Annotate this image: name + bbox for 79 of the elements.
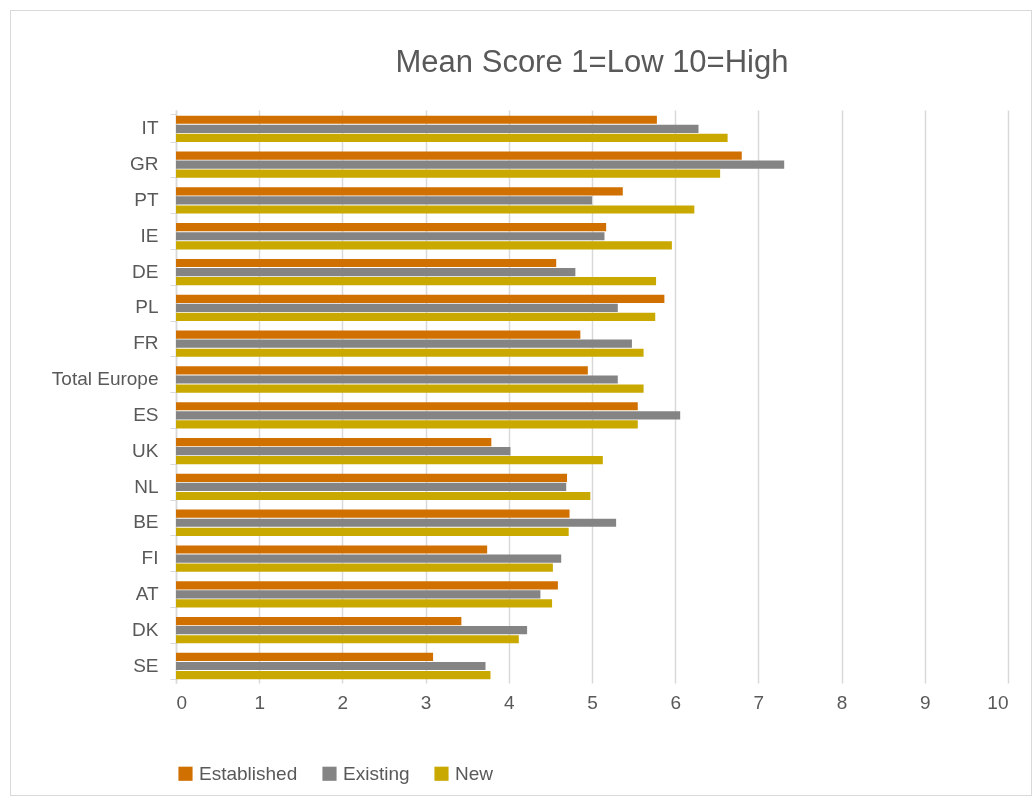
bar [176, 599, 553, 608]
bar [176, 294, 665, 303]
y-tick-label: AT [135, 582, 159, 604]
y-tick-label: PT [134, 189, 159, 211]
y-tick-label: PL [135, 296, 159, 318]
bar [176, 232, 605, 241]
bar [176, 115, 657, 124]
y-tick-label: IT [141, 117, 159, 139]
bar [176, 652, 434, 662]
bar [176, 241, 672, 250]
bar [176, 375, 618, 384]
bar [176, 617, 462, 626]
bar [176, 402, 638, 411]
bar [176, 151, 742, 160]
bar [176, 312, 656, 322]
y-tick-label: DK [132, 618, 159, 640]
bar [176, 366, 588, 375]
bar [176, 267, 576, 277]
x-tick-label: 1 [254, 691, 265, 713]
bar [176, 258, 557, 268]
bar [176, 473, 568, 482]
bar [176, 169, 721, 178]
bar [176, 661, 486, 671]
bar [176, 527, 569, 536]
bar [176, 124, 699, 133]
bar [176, 303, 618, 312]
x-tick-label: 4 [504, 691, 516, 713]
bar [176, 187, 623, 196]
bar [176, 384, 644, 393]
bar [176, 133, 728, 142]
legend-label: Existing [343, 762, 410, 784]
bar [176, 160, 785, 169]
x-tick-label: 2 [337, 691, 349, 713]
x-tick-label: 8 [836, 691, 848, 713]
bar [176, 554, 562, 563]
y-tick-label: DE [132, 260, 159, 282]
bar [176, 196, 592, 205]
bar [176, 491, 591, 501]
bar [176, 482, 567, 492]
y-tick-label: IE [140, 224, 159, 246]
legend-label: Established [199, 762, 298, 784]
bar [176, 447, 511, 456]
chart-title: Mean Score 1=Low 10=High [395, 44, 789, 79]
y-tick-label: Total Europe [51, 368, 159, 390]
bar [176, 670, 491, 680]
x-tick-label: 3 [420, 691, 432, 713]
bar [176, 456, 603, 465]
y-tick-label: SE [133, 654, 159, 676]
x-tick-label: 6 [670, 691, 681, 713]
y-tick-label: BE [133, 511, 159, 533]
y-tick-label: FR [133, 332, 159, 354]
bar [176, 509, 570, 518]
y-tick-label: FI [141, 547, 159, 569]
y-tick-label: NL [134, 475, 159, 497]
x-tick-label: 10 [987, 691, 1009, 713]
x-tick-label: 5 [587, 691, 598, 713]
bar [176, 581, 558, 590]
bar [176, 563, 553, 572]
bar [176, 348, 644, 357]
bar [176, 518, 617, 527]
bar [176, 339, 632, 348]
x-tick-label: 9 [920, 691, 931, 713]
y-tick-label: ES [133, 403, 159, 425]
legend-label: New [455, 762, 494, 784]
bar [176, 545, 488, 554]
bar [176, 437, 492, 447]
bar [176, 626, 528, 635]
bar [176, 420, 638, 429]
bar [176, 330, 581, 339]
bar [176, 590, 541, 599]
bar [176, 277, 657, 286]
x-tick-label: 0 [176, 691, 188, 713]
bar [176, 411, 681, 420]
y-tick-label: GR [130, 153, 159, 175]
x-tick-label: 7 [753, 691, 765, 713]
bar [176, 205, 695, 214]
bar [176, 223, 607, 232]
bar [176, 635, 519, 644]
y-tick-label: UK [132, 439, 159, 461]
